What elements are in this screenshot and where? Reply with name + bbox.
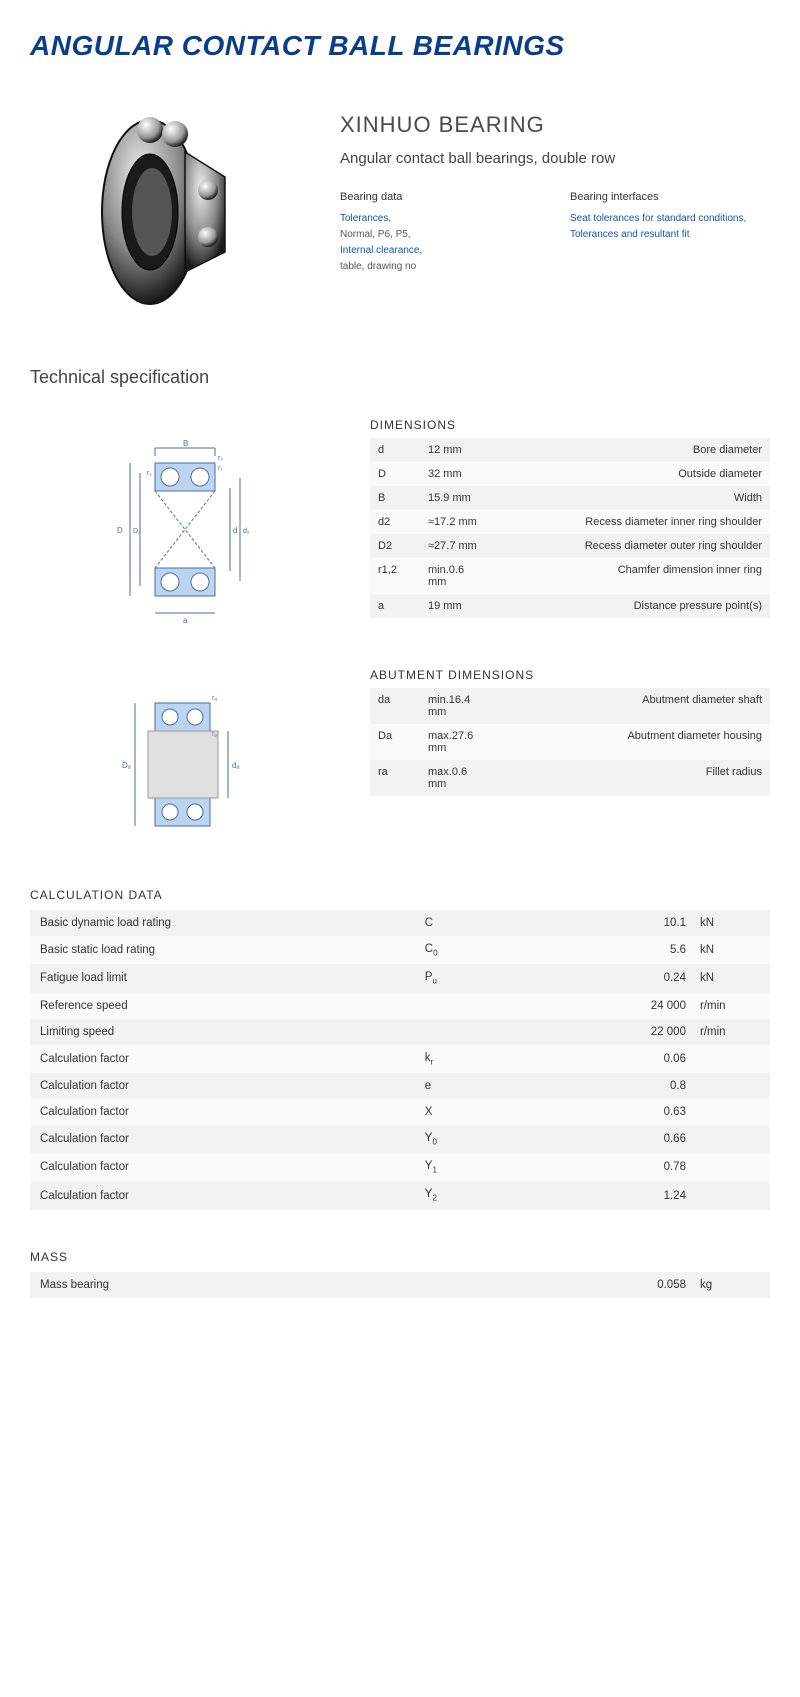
table-row: Limiting speed22 000r/min bbox=[30, 1019, 770, 1045]
table-row: Reference speed24 000r/min bbox=[30, 993, 770, 1019]
table-row: Calculation factorY10.78 bbox=[30, 1153, 770, 1181]
table-row: r1,2min.0.6 mmChamfer dimension inner ri… bbox=[370, 558, 770, 594]
table-row: Calculation factore0.8 bbox=[30, 1073, 770, 1099]
page-title: ANGULAR CONTACT BALL BEARINGS bbox=[30, 30, 770, 62]
abutment-title: ABUTMENT DIMENSIONS bbox=[370, 668, 770, 682]
table-row: Calculation factorX0.63 bbox=[30, 1099, 770, 1125]
svg-text:D: D bbox=[117, 526, 123, 535]
table-row: Basic dynamic load ratingC10.1kN bbox=[30, 910, 770, 936]
table-row: damin.16.4 mmAbutment diameter shaft bbox=[370, 688, 770, 724]
svg-text:rₐ: rₐ bbox=[212, 731, 217, 738]
table-row: Mass bearing0.058kg bbox=[30, 1272, 770, 1298]
abutment-table: damin.16.4 mmAbutment diameter shaftDama… bbox=[370, 688, 770, 796]
table-row: D32 mmOutside diameter bbox=[370, 462, 770, 486]
table-row: ramax.0.6 mmFillet radius bbox=[370, 760, 770, 796]
bearing-data-text: table, drawing no bbox=[340, 259, 540, 275]
svg-text:r₁: r₁ bbox=[218, 465, 223, 472]
mass-title: MASS bbox=[30, 1250, 770, 1264]
table-row: d2≈17.2 mmRecess diameter inner ring sho… bbox=[370, 510, 770, 534]
table-row: Fatigue load limitPu0.24kN bbox=[30, 964, 770, 992]
svg-text:d: d bbox=[233, 526, 237, 535]
table-row: a19 mmDistance pressure point(s) bbox=[370, 594, 770, 618]
bearing-render-icon bbox=[90, 112, 240, 312]
dimensions-table: d12 mmBore diameterD32 mmOutside diamete… bbox=[370, 438, 770, 618]
dimensions-title: DIMENSIONS bbox=[370, 418, 770, 432]
calculation-title: CALCULATION DATA bbox=[30, 888, 770, 902]
bearing-data-heading: Bearing data bbox=[340, 189, 540, 207]
svg-text:r₂: r₂ bbox=[218, 455, 223, 462]
dimensions-block: B D D₂ d d₂ a r₂ r₁ bbox=[30, 418, 770, 628]
hero-info: XINHUO BEARING Angular contact ball bear… bbox=[340, 112, 770, 312]
bearing-data-col: Bearing data Tolerances, Normal, P6, P5,… bbox=[340, 189, 540, 275]
tolerances-fit-link[interactable]: Tolerances and resultant fit bbox=[570, 227, 770, 243]
svg-text:r₁: r₁ bbox=[147, 470, 152, 477]
product-image bbox=[30, 112, 300, 312]
dimensions-diagram-icon: B D D₂ d d₂ a r₂ r₁ bbox=[105, 438, 265, 628]
abutment-block: Dₐ dₐ rₐ rₐ ABUTMENT DIMENSIONS damin.16… bbox=[30, 668, 770, 848]
table-row: Calculation factorY21.24 bbox=[30, 1181, 770, 1209]
table-row: Calculation factorY00.66 bbox=[30, 1125, 770, 1153]
svg-text:B: B bbox=[183, 439, 188, 448]
seat-tolerances-link[interactable]: Seat tolerances for standard conditions, bbox=[570, 211, 770, 227]
table-row: Calculation factorkr0.06 bbox=[30, 1045, 770, 1073]
bearing-interfaces-heading: Bearing interfaces bbox=[570, 189, 770, 207]
bearing-interfaces-col: Bearing interfaces Seat tolerances for s… bbox=[570, 189, 770, 275]
svg-text:Dₐ: Dₐ bbox=[122, 761, 132, 770]
tolerances-link[interactable]: Tolerances, bbox=[340, 211, 540, 227]
table-row: Damax.27.6 mmAbutment diameter housing bbox=[370, 724, 770, 760]
hero-section: XINHUO BEARING Angular contact ball bear… bbox=[30, 112, 770, 312]
table-row: D2≈27.7 mmRecess diameter outer ring sho… bbox=[370, 534, 770, 558]
abutment-diagram: Dₐ dₐ rₐ rₐ bbox=[30, 668, 340, 848]
tech-spec-heading: Technical specification bbox=[30, 367, 770, 388]
internal-clearance-link[interactable]: Internal clearance, bbox=[340, 243, 540, 259]
svg-text:dₐ: dₐ bbox=[232, 761, 240, 770]
bearing-data-text: Normal, P6, P5, bbox=[340, 227, 540, 243]
calculation-table: Basic dynamic load ratingC10.1kNBasic st… bbox=[30, 910, 770, 1210]
table-row: Basic static load ratingC05.6kN bbox=[30, 936, 770, 964]
product-subtitle: Angular contact ball bearings, double ro… bbox=[340, 150, 770, 167]
svg-text:D₂: D₂ bbox=[133, 528, 141, 535]
table-row: B15.9 mmWidth bbox=[370, 486, 770, 510]
brand-name: XINHUO BEARING bbox=[340, 112, 770, 138]
dimensions-diagram: B D D₂ d d₂ a r₂ r₁ bbox=[30, 418, 340, 628]
svg-text:a: a bbox=[183, 616, 188, 625]
mass-table: Mass bearing0.058kg bbox=[30, 1272, 770, 1298]
abutment-diagram-icon: Dₐ dₐ rₐ rₐ bbox=[110, 688, 260, 848]
table-row: d12 mmBore diameter bbox=[370, 438, 770, 462]
svg-text:rₐ: rₐ bbox=[212, 695, 217, 702]
svg-text:d₂: d₂ bbox=[243, 528, 250, 535]
